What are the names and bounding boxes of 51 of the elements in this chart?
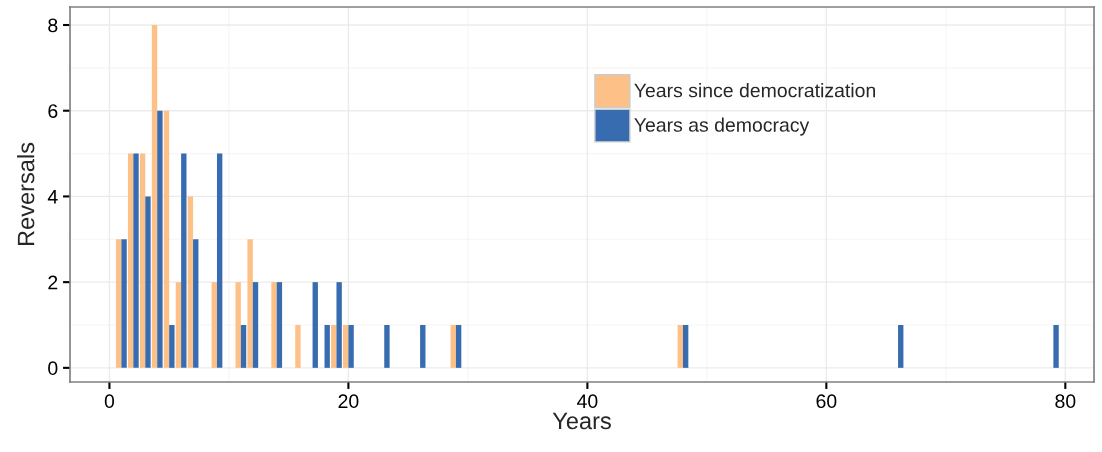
bar [682,325,689,368]
y-axis-title: Reversals [17,142,35,246]
bar [420,325,426,368]
bar [169,325,175,368]
x-tick-label: 0 [104,394,115,409]
y-tick-label: 6 [48,104,58,118]
bar [216,153,223,368]
bar [247,239,253,368]
bar [163,110,170,368]
bar [276,282,283,368]
bar [450,325,456,368]
x-tick-label: 80 [1055,394,1076,409]
bar [127,153,134,368]
bar [145,196,151,368]
bar [121,239,127,368]
bar [240,325,247,368]
x-axis-title: Years [552,412,611,430]
bar [151,25,158,368]
bar [252,282,259,368]
legend-label: Years as democracy [634,117,810,136]
bar [271,282,277,368]
bar [235,282,241,368]
bar [181,153,187,368]
y-tick-label: 8 [48,18,58,33]
bar [312,282,318,368]
y-tick-label: 4 [47,190,58,204]
bar [133,153,139,368]
x-tick-label: 40 [577,394,598,409]
bar [384,325,390,368]
bar [898,325,904,368]
bar [331,325,337,368]
bar [139,153,146,368]
bar [455,325,462,368]
bar [157,110,163,368]
legend-label: Years since democratization [634,83,875,98]
bar [343,325,349,368]
bar [348,325,354,368]
bar [336,282,342,368]
bar [677,325,683,368]
bar [193,239,199,368]
bar [324,325,330,368]
bar [187,196,194,368]
bar [211,282,217,368]
bar [116,239,122,368]
y-tick-label: 0 [48,361,58,376]
x-tick-label: 20 [338,394,359,409]
x-tick-label: 60 [816,394,837,409]
bar [175,282,182,368]
bar [295,325,301,368]
bar [1053,325,1059,368]
y-tick-label: 2 [48,275,58,290]
